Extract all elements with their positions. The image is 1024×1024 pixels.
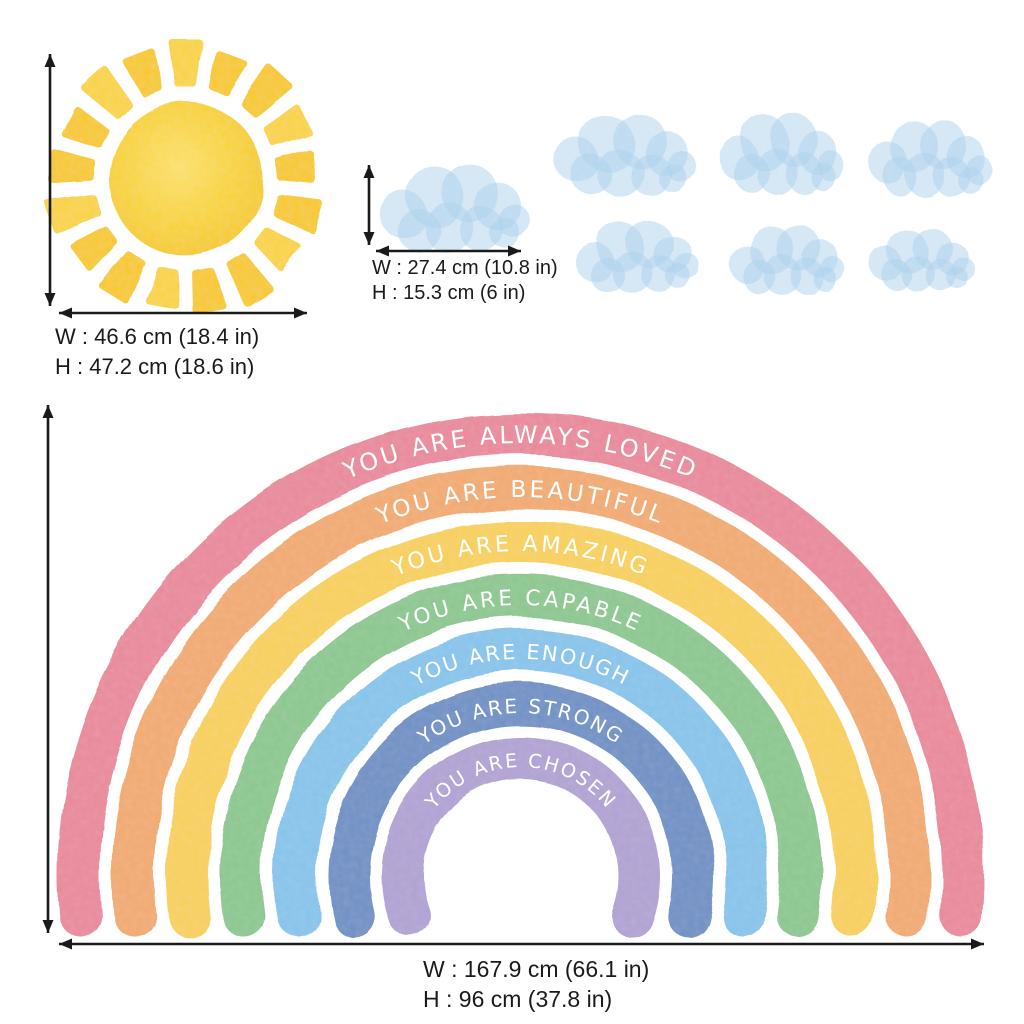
dimension-annotations (42, 54, 984, 950)
rainbow-arc-6 (328, 683, 714, 937)
cloud (720, 113, 844, 195)
cloud-width-label: W : 27.4 cm (10.8 in) (372, 257, 558, 279)
sun-ray (61, 106, 108, 147)
rainbow-height-label: H : 96 cm (37.8 in) (423, 986, 612, 1012)
sun-ray (226, 252, 274, 307)
cloud (870, 118, 991, 199)
cloud (574, 220, 700, 293)
rainbow-arc-7 (382, 736, 660, 937)
sun-ray (145, 267, 180, 310)
rainbow-arc-5 (274, 628, 768, 937)
sun-ray (48, 149, 96, 184)
sun-ray (80, 65, 132, 118)
sun-width-label: W : 46.6 cm (18.4 in) (55, 324, 259, 349)
sun-ray (70, 226, 119, 272)
sun-ray (169, 39, 203, 88)
rainbow-arc-3 (166, 521, 876, 937)
sun-height-label: H : 47.2 cm (18.6 in) (55, 354, 254, 379)
cloud (555, 113, 697, 197)
sun-illustration (46, 39, 323, 315)
rainbow-illustration (58, 413, 984, 937)
cloud-height-label: H : 15.3 cm (6 in) (372, 282, 525, 304)
rainbow-arc-2 (112, 466, 930, 937)
measured-cloud (379, 163, 530, 253)
sun-body (109, 102, 263, 256)
sun-ray (276, 150, 317, 185)
sun-ray (264, 105, 313, 147)
rainbow-arc-4 (220, 574, 822, 937)
sun-ray (46, 194, 101, 234)
cloud-cluster (555, 113, 991, 295)
sun-ray (99, 252, 146, 305)
sun-ray (253, 226, 301, 272)
cloud (870, 228, 975, 292)
sun-ray (209, 51, 249, 97)
sun-ray (122, 48, 163, 97)
sun-rays (46, 39, 323, 315)
dimension-labels: W : 46.6 cm (18.4 in) H : 47.2 cm (18.6 … (55, 257, 649, 1012)
sun-ray (271, 194, 323, 233)
rainbow-arc-1 (58, 413, 984, 937)
cloud (729, 223, 845, 295)
sun-ray (192, 267, 228, 315)
rainbow-width-label: W : 167.9 cm (66.1 in) (423, 956, 649, 982)
sun-ray (240, 64, 293, 118)
